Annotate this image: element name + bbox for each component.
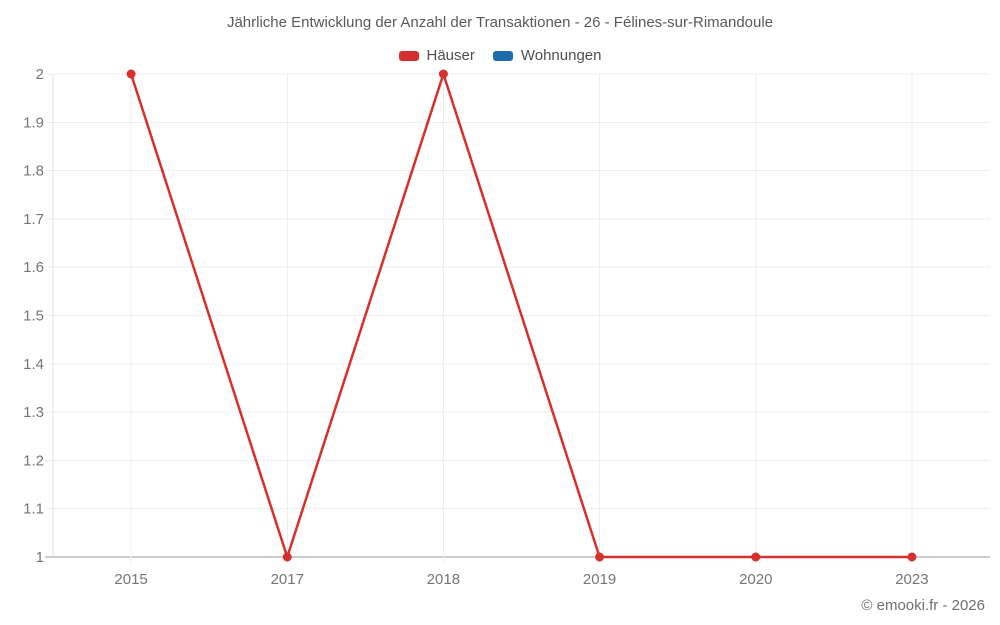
legend-item-hauser[interactable]: Häuser — [398, 47, 475, 64]
data-point-hauser-2018 — [438, 69, 448, 79]
y-tick-label: 1.2 — [23, 452, 44, 469]
data-point-hauser-2019 — [595, 552, 605, 562]
y-tick-label: 1.8 — [23, 163, 44, 180]
y-tick-label: 1.4 — [23, 356, 44, 373]
legend-label: Häuser — [426, 47, 475, 64]
x-tick-label: 2019 — [583, 571, 616, 588]
axis-labels: 1 1.1 1.2 1.3 1.4 1.5 1.6 1.7 1.8 1.9 2 2015 2017 201… — [23, 66, 928, 588]
data-point-hauser-2017 — [282, 552, 292, 562]
y-tick-label: 1.3 — [23, 404, 44, 421]
y-tick-label: 2 — [36, 66, 44, 83]
y-tick-label: 1.7 — [23, 211, 44, 228]
x-tick-label: 2018 — [427, 571, 460, 588]
x-tick-label: 2023 — [895, 571, 928, 588]
data-point-hauser-2020 — [751, 552, 761, 562]
x-tick-label: 2020 — [739, 571, 772, 588]
gridlines — [45, 73, 990, 563]
copyright-footer: © emooki.fr - 2026 — [861, 597, 985, 614]
x-tick-label: 2015 — [114, 571, 147, 588]
data-point-hauser-2015 — [126, 69, 136, 79]
data-point-hauser-2023 — [907, 552, 917, 562]
chart-title: Jährliche Entwicklung der Anzahl der Tra… — [226, 14, 774, 31]
series-line-hauser — [129, 72, 914, 559]
x-tick-label: 2017 — [271, 571, 304, 588]
legend: Häuser Wohnungen — [0, 47, 1000, 64]
y-tick-label: 1.5 — [23, 307, 44, 324]
legend-item-wohnungen[interactable]: Wohnungen — [492, 47, 602, 64]
legend-label: Wohnungen — [520, 47, 602, 64]
legend-swatch-wohnungen — [492, 50, 513, 61]
y-tick-label: 1.6 — [23, 259, 44, 276]
y-tick-label: 1.9 — [23, 114, 44, 131]
y-tick-label: 1.1 — [23, 501, 44, 518]
y-tick-label: 1 — [36, 549, 44, 566]
legend-swatch-hauser — [398, 50, 419, 61]
